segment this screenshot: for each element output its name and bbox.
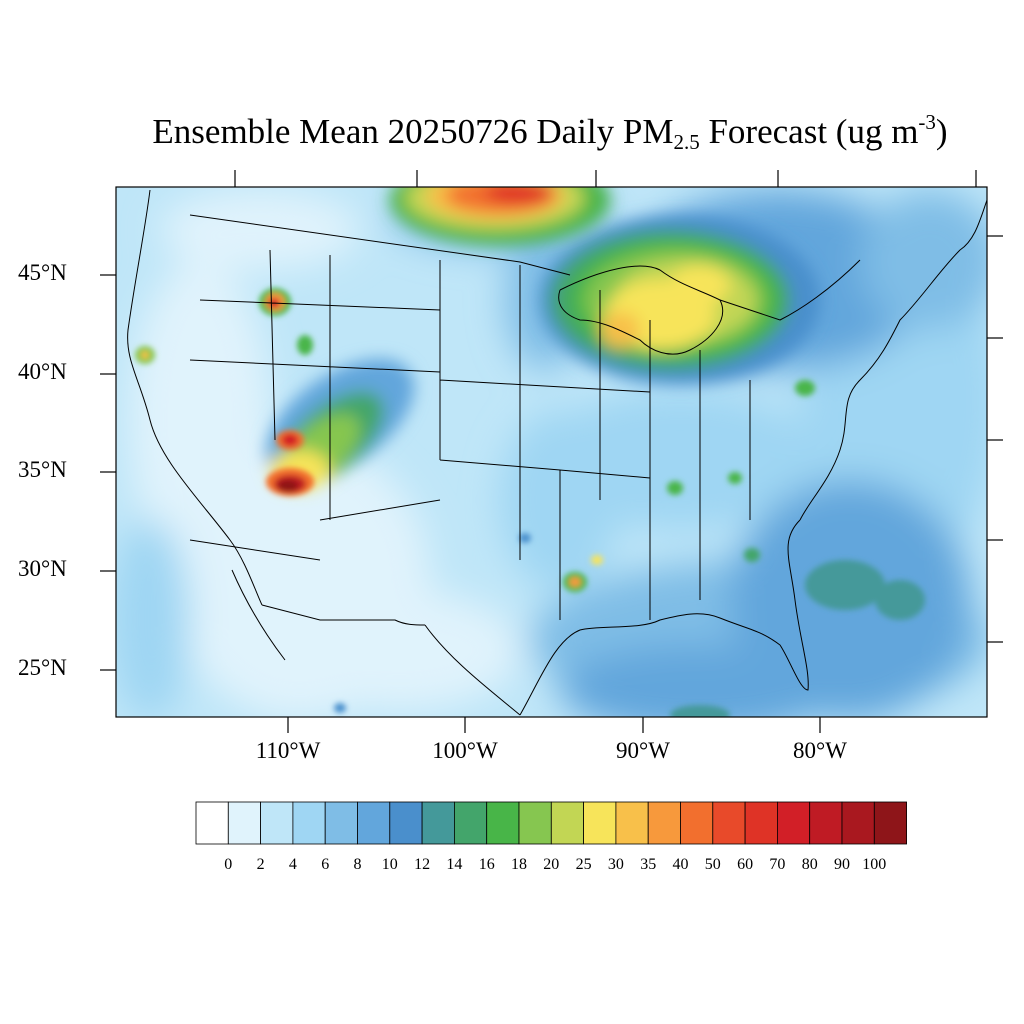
- colorbar-label: 6: [321, 856, 330, 873]
- colorbar-box: [873, 801, 907, 845]
- colorbar-box: [421, 801, 455, 845]
- colorbar-label: 18: [511, 856, 527, 873]
- great-lakes-plume: [540, 215, 820, 385]
- colorbar-box: [292, 801, 326, 845]
- colorbar-box: [260, 801, 294, 845]
- colorbar-label: 10: [381, 856, 398, 873]
- lat-label-30: 30°N: [18, 556, 67, 581]
- colorbar-label: 35: [640, 856, 657, 873]
- great-lakes: [558, 265, 724, 355]
- title-subscript: 2.5: [673, 130, 700, 154]
- colorbar-label: 80: [801, 856, 818, 873]
- lat-label-25: 25°N: [18, 655, 67, 680]
- colorbar-box: [777, 801, 811, 845]
- left-ticks: [100, 274, 116, 671]
- lon-label-80w: 80°W: [793, 738, 847, 763]
- coastlines-and-borders: [127, 189, 987, 716]
- colorbar-box: [227, 801, 262, 845]
- colorbar-box: [680, 801, 714, 845]
- colorbar-box: [389, 801, 423, 845]
- canada-border: [189, 214, 861, 321]
- title-rest: Forecast (ug m: [699, 112, 919, 151]
- gulf-coast: [424, 519, 809, 716]
- southwest-core: [266, 430, 314, 496]
- colorbar-label: 30: [607, 856, 624, 873]
- title-main: Ensemble Mean 20250726 Daily PM: [152, 112, 674, 151]
- mexico-border: [261, 604, 426, 626]
- colorbar-label: 4: [288, 856, 297, 873]
- bottom-ticks: [287, 717, 821, 733]
- colorbar-label: 8: [353, 856, 362, 873]
- baja-outline: [231, 569, 286, 661]
- colorbar-label: 16: [478, 856, 495, 873]
- colorbar-box: [453, 801, 488, 845]
- colorbar-label: 90: [834, 856, 850, 873]
- northern-plume: [390, 187, 610, 245]
- map-frame: [115, 186, 988, 718]
- right-ticks: [987, 235, 1003, 643]
- colorbar-box: [841, 801, 875, 845]
- colorbar-label: 40: [672, 856, 689, 873]
- small-hotspots: [135, 288, 925, 717]
- lat-label-40: 40°N: [18, 359, 67, 384]
- state-lines: [189, 249, 751, 620]
- top-ticks: [234, 170, 977, 187]
- concentration-field: [116, 187, 987, 717]
- title-superscript: -3: [918, 110, 936, 134]
- lon-label-110w: 110°W: [255, 738, 321, 763]
- lon-label-90w: 90°W: [616, 738, 670, 763]
- lat-label-35: 35°N: [18, 457, 67, 482]
- colorbar-label: 25: [575, 856, 592, 873]
- colorbar-label: 20: [543, 856, 560, 873]
- map-title: Ensemble Mean 20250726 Daily PM2.5 Forec…: [0, 110, 1024, 155]
- colorbar-label: 100: [862, 856, 887, 873]
- colorbar-label: 2: [256, 856, 265, 873]
- colorbar-label: 50: [704, 856, 721, 873]
- colorbar-box: [712, 801, 746, 845]
- colorbar-label: 70: [769, 856, 786, 873]
- colorbar-label: 14: [446, 856, 463, 873]
- colorbar-box: [550, 801, 584, 845]
- colorbar-box: [195, 801, 229, 845]
- colorbar-label: 60: [737, 856, 754, 873]
- lon-label-100w: 100°W: [432, 738, 498, 763]
- colorbar: [195, 801, 907, 845]
- colorbar-box: [809, 801, 843, 845]
- east-coast: [799, 199, 987, 521]
- colorbar-box: [518, 801, 552, 845]
- colorbar-box: [583, 801, 617, 845]
- colorbar-box: [615, 801, 649, 845]
- west-coast: [127, 189, 263, 606]
- colorbar-label: 0: [224, 856, 233, 873]
- colorbar-label: 12: [414, 856, 431, 873]
- title-end: ): [935, 112, 948, 151]
- colorbar-box: [647, 801, 681, 845]
- colorbar-box: [324, 801, 358, 845]
- lat-label-45: 45°N: [18, 260, 67, 285]
- colorbar-box: [486, 801, 520, 845]
- colorbar-box: [744, 801, 778, 845]
- colorbar-box: [357, 801, 391, 845]
